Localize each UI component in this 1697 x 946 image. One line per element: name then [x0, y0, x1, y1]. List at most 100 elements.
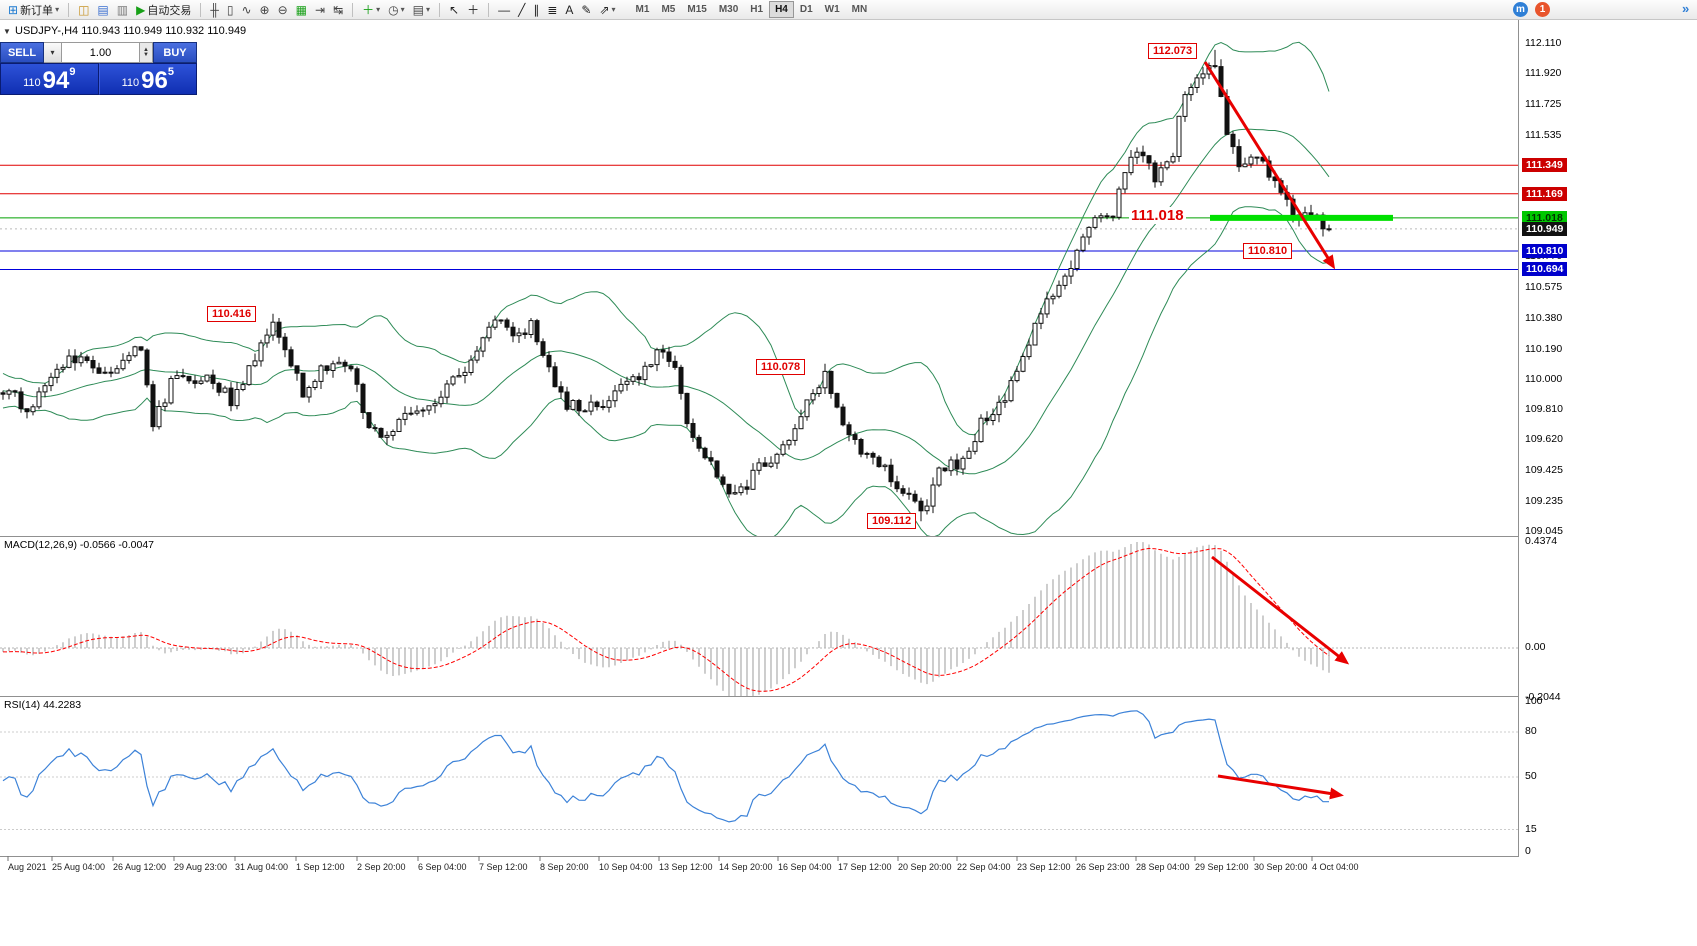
- dropdown-caret-icon: ▾: [400, 5, 405, 14]
- notifications-icon[interactable]: 1: [1535, 2, 1550, 17]
- arrow-objects-button[interactable]: ⇗ ▾: [595, 1, 619, 19]
- timeframe-m5-button[interactable]: M5: [655, 1, 681, 18]
- data-window-button[interactable]: ▥: [113, 1, 132, 19]
- templates-menu-button[interactable]: ▤ ▾: [409, 1, 434, 19]
- time-axis-label: Aug 2021: [8, 862, 47, 872]
- rsi-axis-label: 15: [1525, 822, 1537, 835]
- periods-menu-button[interactable]: ◷ ▾: [384, 1, 409, 19]
- price-axis-badge: 110.949: [1522, 221, 1568, 236]
- profiles-button[interactable]: ▤: [93, 1, 112, 19]
- add-indicator-button[interactable]: ＋ ▾: [358, 1, 384, 19]
- time-axis-label: 7 Sep 12:00: [479, 862, 528, 872]
- fibonacci-icon: ≣: [547, 2, 558, 17]
- autotrading-label: 自动交易: [147, 4, 192, 17]
- bear-candles: [0, 65, 1332, 512]
- timeframe-d1-button[interactable]: D1: [794, 1, 819, 18]
- volume-input[interactable]: [62, 42, 140, 63]
- time-axis-label: 2 Sep 20:00: [357, 862, 406, 872]
- periods-menu-icon: ◷: [388, 2, 399, 17]
- trendline-button[interactable]: ╱: [514, 1, 529, 19]
- text-button[interactable]: A: [561, 1, 577, 19]
- timeframe-mn-button[interactable]: MN: [846, 1, 874, 18]
- timeframe-h1-button[interactable]: H1: [744, 1, 769, 18]
- time-axis-label: 6 Sep 04:00: [418, 862, 467, 872]
- trend-arrow[interactable]: [1217, 774, 1344, 800]
- rsi-pane[interactable]: [0, 710, 1519, 830]
- volume-preset-dropdown[interactable]: ▾: [44, 42, 62, 63]
- auto-scroll-button[interactable]: ⇥: [311, 1, 329, 19]
- timeframe-m30-button[interactable]: M30: [713, 1, 744, 18]
- price-axis-badge: 111.018: [1522, 210, 1567, 225]
- chart-shift-icon: ↹: [333, 2, 344, 17]
- text-label-button[interactable]: ✎: [577, 1, 595, 19]
- crosshair-icon: ＋: [467, 2, 480, 17]
- timeframe-m1-button[interactable]: M1: [630, 1, 656, 18]
- price-callout[interactable]: 110.810: [1243, 243, 1293, 259]
- price-callout[interactable]: 112.073: [1148, 43, 1198, 59]
- text-icon: A: [565, 2, 574, 17]
- tile-windows-button[interactable]: ▦: [292, 1, 311, 19]
- time-axis-label: 26 Sep 23:00: [1076, 862, 1130, 872]
- buy-price-button[interactable]: 110 96 5: [98, 63, 197, 95]
- timeframe-m15-button[interactable]: M15: [681, 1, 712, 18]
- bollinger-upper-band: [2, 41, 1330, 436]
- one-click-trading-panel: SELL ▾ ▲ ▼ BUY 110 94 9 110 96 5: [0, 42, 197, 95]
- price-axis-label: 109.045: [1525, 525, 1563, 537]
- one-click-price-row: 110 94 9 110 96 5: [0, 63, 197, 95]
- macd-pane[interactable]: [0, 542, 1519, 701]
- sell-price-point: 9: [69, 66, 76, 78]
- bull-candles: [6, 65, 1320, 512]
- price-callout[interactable]: 109.112: [867, 513, 917, 529]
- crosshair-button[interactable]: ＋: [463, 1, 483, 19]
- price-callout[interactable]: 111.018: [1129, 207, 1186, 224]
- trend-arrow[interactable]: [1203, 61, 1336, 270]
- sell-price-pips: 94: [42, 67, 70, 94]
- cursor-button[interactable]: ↖: [445, 1, 463, 19]
- charts-button[interactable]: ◫: [74, 1, 93, 19]
- equidistant-channel-button[interactable]: ∥: [529, 1, 543, 19]
- trendline-icon: ╱: [518, 2, 526, 17]
- community-icon[interactable]: m: [1513, 2, 1528, 17]
- toolbar-overflow-chevron-icon[interactable]: »: [1682, 1, 1690, 16]
- dropdown-caret-icon: ▾: [376, 5, 381, 14]
- price-callout[interactable]: 110.078: [756, 359, 806, 375]
- line-chart-button[interactable]: ∿: [237, 1, 255, 19]
- candlestick-chart-button[interactable]: ▯: [223, 1, 238, 19]
- sell-price-button[interactable]: 110 94 9: [0, 63, 99, 95]
- macd-histogram: [2, 542, 1330, 696]
- one-click-collapse-arrow-icon[interactable]: ▼: [3, 27, 11, 36]
- price-axis-badge: 111.169: [1522, 186, 1567, 201]
- price-axis-badge: 110.694: [1522, 262, 1568, 277]
- stepper-up-icon: ▲: [143, 46, 149, 53]
- macd-indicator-label: MACD(12,26,9) -0.0566 -0.0047: [4, 539, 154, 551]
- new-order-button[interactable]: ⊞ 新订单 ▾: [4, 1, 63, 19]
- volume-stepper[interactable]: ▲ ▼: [140, 42, 153, 63]
- trend-arrow[interactable]: [1211, 555, 1350, 665]
- fibonacci-button[interactable]: ≣: [543, 1, 561, 19]
- chart-shift-button[interactable]: ↹: [329, 1, 347, 19]
- bar-chart-button[interactable]: ╫: [206, 1, 223, 19]
- cursor-icon: ↖: [449, 2, 460, 17]
- chart-canvas[interactable]: Aug 2021 25 Aug 04:00 26 Aug 12:00 29 Aug 2…: [0, 20, 1520, 878]
- autotrading-button[interactable]: ▶ 自动交易: [132, 1, 195, 19]
- horizontal-line-button[interactable]: —: [494, 1, 514, 19]
- time-axis-label: 8 Sep 20:00: [540, 862, 589, 872]
- main-toolbar: ⊞ 新订单 ▾ ◫ ▤ ▥ ▶ 自动交易 ╫ ▯ ∿ ⊕ ⊖ ▦ ⇥ ↹ ＋ ▾ ◷ ▾ ▤ ▾ ↖ ＋ — ╱ ∥ ≣ A ✎ ⇗ ▾ M1…: [0, 0, 1697, 20]
- buy-button[interactable]: BUY: [153, 42, 197, 63]
- auto-scroll-icon: ⇥: [315, 2, 326, 17]
- price-axis-badge: 111.349: [1522, 158, 1567, 173]
- toolbar-separator: [352, 2, 354, 17]
- time-axis-label: 17 Sep 12:00: [838, 862, 892, 872]
- zoom-in-button[interactable]: ⊕: [256, 1, 274, 19]
- main-price-pane[interactable]: [0, 41, 1519, 539]
- zoom-out-icon: ⊖: [277, 2, 288, 17]
- timeframe-h4-button[interactable]: H4: [769, 1, 794, 18]
- zoom-out-button[interactable]: ⊖: [274, 1, 292, 19]
- sell-button[interactable]: SELL: [0, 42, 44, 63]
- price-scale[interactable]: 112.110111.920111.725111.535110.770110.5…: [1520, 20, 1697, 878]
- price-callout[interactable]: 110.416: [207, 306, 257, 322]
- dropdown-caret-icon: ▾: [55, 5, 60, 14]
- time-axis-label: 28 Sep 04:00: [1136, 862, 1190, 872]
- timeframe-w1-button[interactable]: W1: [819, 1, 846, 18]
